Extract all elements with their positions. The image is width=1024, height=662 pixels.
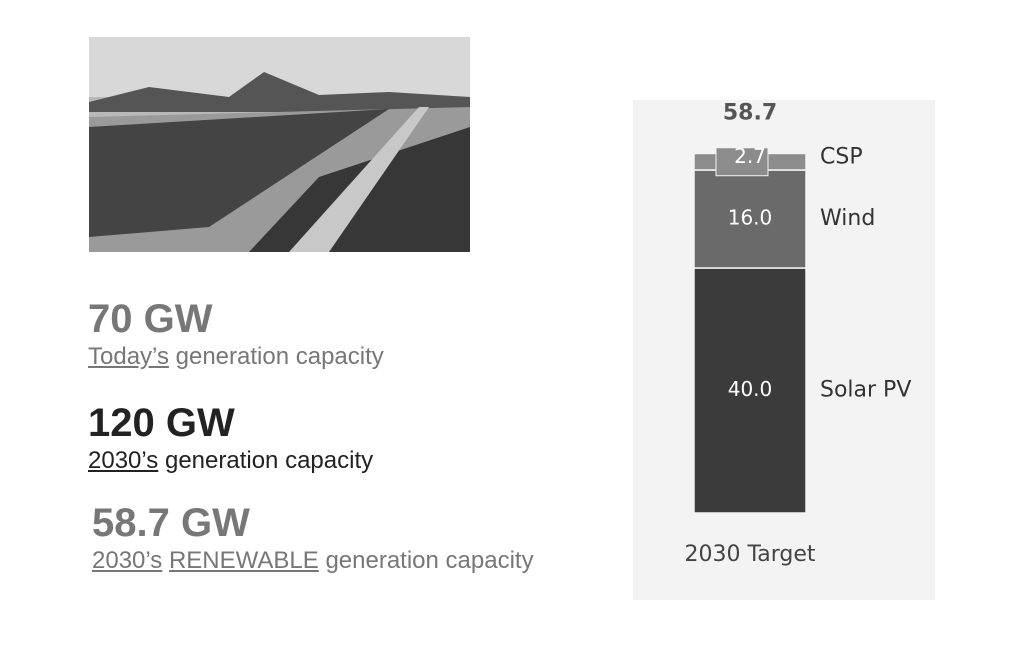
chart: 40.0 Solar PV 16.0 Wind 2.7 CSP 58.7 2030 Targe…: [633, 100, 935, 600]
solar-farm-photo: [89, 37, 470, 252]
legend-label: CSP: [820, 145, 863, 170]
value-label-box: [715, 147, 769, 177]
stat-caption: 2030’s: [92, 547, 163, 574]
total-label: 58.7: [723, 100, 777, 125]
bar-segment: [693, 169, 807, 269]
value-label: 2.7: [734, 144, 766, 168]
stat-figure: 58.7 GW: [92, 501, 250, 545]
legend-label: Wind: [820, 206, 875, 231]
value-label: 40.0: [728, 377, 773, 401]
stat: 70 GW Today’s generation capacity: [88, 296, 384, 372]
stat: 58.7 GW 2030’s RENEWABLE generation capa…: [92, 500, 534, 576]
stat-caption: generation capacity: [164, 447, 374, 474]
stat-figure: 120 GW: [88, 401, 235, 445]
legend-label: Solar PV: [820, 378, 911, 403]
stat-caption: generation capacity: [325, 547, 534, 574]
stat-caption: 2030’s: [88, 447, 159, 474]
stat-caption: Today’s: [88, 343, 169, 370]
stat-caption: generation capacity: [175, 343, 384, 370]
category-label: 2030 Target: [684, 542, 815, 567]
bar-segment: [693, 267, 807, 514]
stat-caption: RENEWABLE: [168, 547, 319, 574]
stat-figure: 70 GW: [88, 297, 213, 341]
value-label: 16.0: [728, 206, 773, 230]
stat: 120 GW 2030’s generation capacity: [88, 400, 373, 476]
